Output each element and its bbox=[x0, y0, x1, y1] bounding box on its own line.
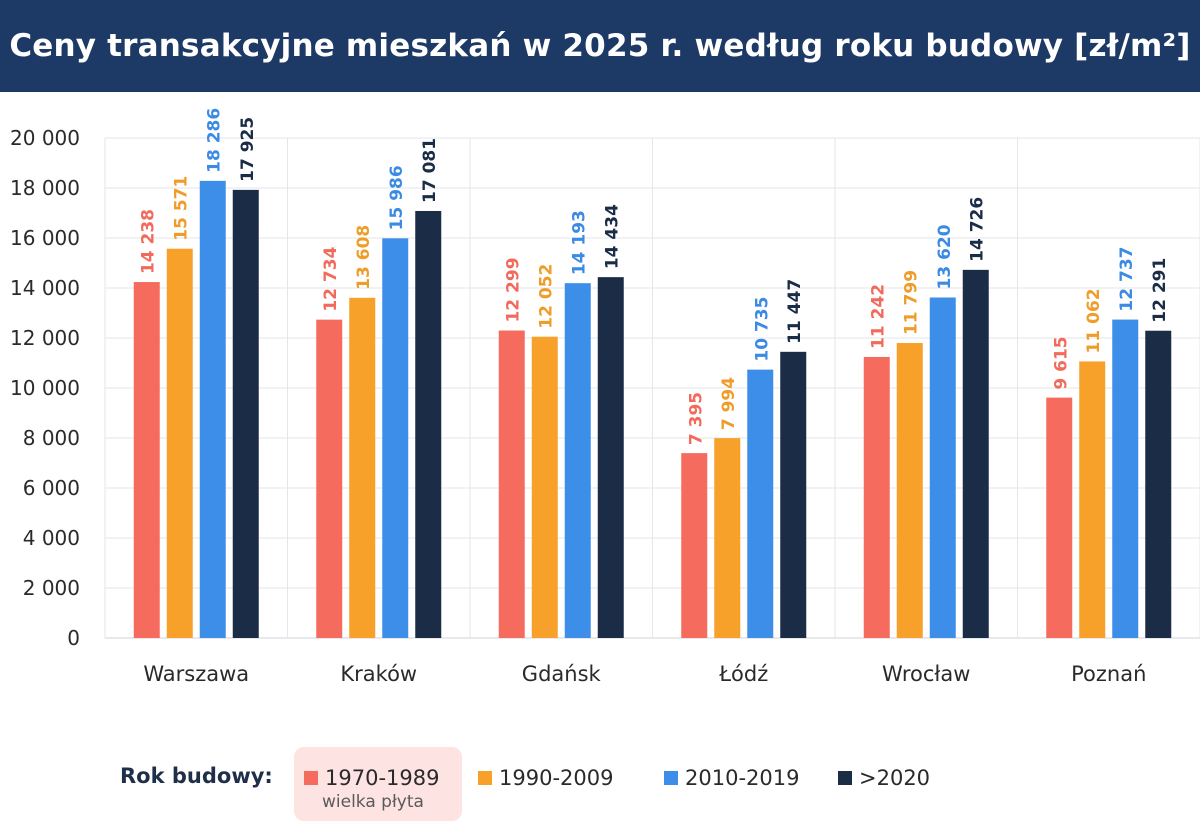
legend-sublabel: wielka płyta bbox=[322, 792, 424, 812]
bar-value-label: 11 799 bbox=[902, 270, 922, 335]
bar bbox=[962, 269, 989, 638]
y-tick-label: 20 000 bbox=[10, 126, 80, 150]
bar-value-label: 9 615 bbox=[1051, 336, 1071, 389]
y-tick-label: 16 000 bbox=[10, 226, 80, 250]
legend-highlight-box bbox=[294, 747, 462, 821]
bar bbox=[199, 180, 226, 638]
bar bbox=[133, 282, 160, 638]
bar bbox=[564, 283, 591, 638]
bar bbox=[1079, 361, 1106, 638]
chart-title-bar: Ceny transakcyjne mieszkań w 2025 r. wed… bbox=[0, 0, 1200, 92]
y-tick-label: 6 000 bbox=[23, 476, 80, 500]
bar bbox=[1145, 330, 1172, 638]
legend-label: 2010-2019 bbox=[685, 766, 800, 790]
legend-swatch-2010-2019 bbox=[664, 771, 678, 785]
bar-value-label: 11 447 bbox=[785, 279, 805, 344]
bar bbox=[349, 297, 376, 638]
bar bbox=[863, 356, 890, 638]
bar bbox=[714, 438, 741, 638]
legend: Rok budowy: 1970-1989 wielka płyta 1990-… bbox=[0, 740, 1200, 832]
bar-chart: 0 2 000 4 000 6 000 8 000 10 000 12 000 14 000 1… bbox=[10, 108, 1200, 686]
bar bbox=[597, 277, 624, 638]
bar-value-label: 12 291 bbox=[1150, 258, 1170, 323]
bar-value-label: 12 734 bbox=[321, 246, 341, 311]
bar-value-label: 17 925 bbox=[238, 117, 258, 182]
bar bbox=[780, 351, 807, 638]
x-category-label: Warszawa bbox=[143, 662, 249, 686]
legend-label: 1970-1989 bbox=[325, 766, 440, 790]
bar-value-label: 15 571 bbox=[172, 176, 192, 241]
bar bbox=[531, 336, 558, 638]
legend-swatch-1990-2009 bbox=[478, 771, 492, 785]
bar-value-label: 11 062 bbox=[1084, 288, 1104, 353]
y-tick-label: 0 bbox=[67, 626, 80, 650]
legend-item-1970-1989: 1970-1989 bbox=[304, 766, 439, 790]
legend-label: 1990-2009 bbox=[499, 766, 614, 790]
bar bbox=[896, 343, 923, 638]
bar-value-label: 7 395 bbox=[686, 392, 706, 445]
bar bbox=[316, 319, 343, 638]
bar-value-label: 10 735 bbox=[752, 297, 772, 362]
bar-value-label: 15 986 bbox=[387, 165, 407, 230]
y-tick-label: 2 000 bbox=[23, 576, 80, 600]
y-tick-label: 12 000 bbox=[10, 326, 80, 350]
bar bbox=[747, 369, 774, 638]
bar bbox=[382, 238, 409, 638]
bar bbox=[1046, 397, 1073, 638]
bar-value-label: 12 052 bbox=[537, 264, 557, 329]
bar-value-label: 14 238 bbox=[139, 209, 159, 274]
legend-item-1990-2009: 1990-2009 bbox=[478, 766, 613, 790]
legend-swatch-1970-1989 bbox=[304, 771, 318, 785]
y-tick-label: 18 000 bbox=[10, 176, 80, 200]
bar-value-label: 18 286 bbox=[205, 108, 225, 173]
y-tick-label: 14 000 bbox=[10, 276, 80, 300]
bar-value-label: 13 608 bbox=[354, 225, 374, 290]
y-tick-label: 10 000 bbox=[10, 376, 80, 400]
bar bbox=[681, 453, 708, 638]
bar-value-label: 14 434 bbox=[603, 204, 623, 269]
bar bbox=[498, 330, 525, 638]
x-category-label: Łódź bbox=[718, 662, 768, 686]
bar-value-label: 17 081 bbox=[420, 138, 440, 203]
legend-title: Rok budowy: bbox=[120, 764, 273, 788]
bar bbox=[929, 297, 956, 638]
legend-swatch-2020 bbox=[838, 771, 852, 785]
bar bbox=[415, 210, 442, 638]
legend-item-2010-2019: 2010-2019 bbox=[664, 766, 799, 790]
bar-value-label: 14 726 bbox=[968, 197, 988, 262]
y-tick-label: 8 000 bbox=[23, 426, 80, 450]
bar-value-label: 14 193 bbox=[570, 210, 590, 275]
y-tick-label: 4 000 bbox=[23, 526, 80, 550]
bar bbox=[166, 248, 193, 638]
bar bbox=[232, 189, 259, 638]
chart-title: Ceny transakcyjne mieszkań w 2025 r. wed… bbox=[9, 28, 1191, 64]
bar-value-label: 12 299 bbox=[504, 257, 524, 322]
x-category-label: Kraków bbox=[340, 662, 417, 686]
legend-item-2020: >2020 bbox=[838, 766, 930, 790]
bar-value-label: 12 737 bbox=[1117, 247, 1137, 312]
bar-value-label: 13 620 bbox=[935, 224, 955, 289]
x-category-label: Wrocław bbox=[882, 662, 970, 686]
bar bbox=[1112, 319, 1139, 638]
bar-value-label: 11 242 bbox=[869, 284, 889, 349]
legend-label: >2020 bbox=[859, 766, 931, 790]
x-category-label: Gdańsk bbox=[522, 662, 602, 686]
x-category-label: Poznań bbox=[1071, 662, 1146, 686]
bar-value-label: 7 994 bbox=[719, 377, 739, 430]
